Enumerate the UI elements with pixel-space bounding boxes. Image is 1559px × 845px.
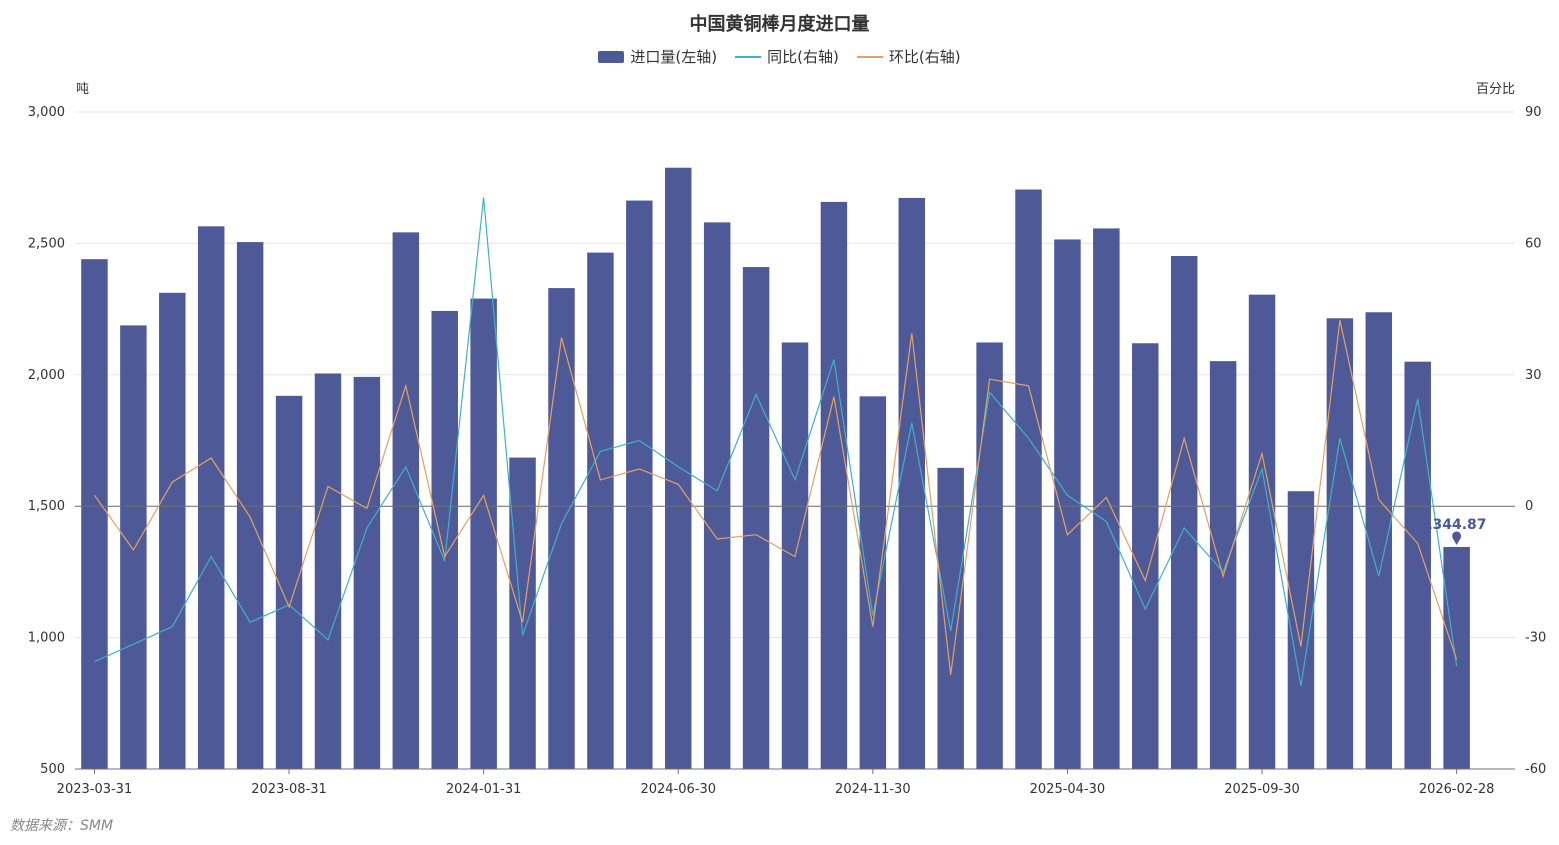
bar [197,226,225,769]
y-tick-label-right: -30 [1525,631,1546,646]
bar [859,396,887,769]
bar [81,259,108,769]
bar [1170,256,1198,769]
y-tick-label-left: 1,500 [28,499,65,514]
bar [509,457,536,769]
bar [665,167,692,769]
bar [470,298,497,769]
bar [275,395,303,769]
legend-item-yoy[interactable]: 同比(右轴) [735,46,839,67]
legend-item-imports[interactable]: 进口量(左轴) [598,46,717,67]
bar [898,197,925,769]
legend-label-yoy: 同比(右轴) [767,48,839,66]
x-tick-label: 2024-11-30 [835,782,911,797]
bar [314,373,342,769]
legend-label-mom: 环比(右轴) [888,48,961,66]
bar [1132,343,1159,769]
annotation-label: 1344.87 [1423,517,1487,533]
bar [626,200,653,769]
legend-label-imports: 进口量(左轴) [630,48,718,66]
x-tick-label: 2025-09-30 [1224,782,1300,797]
y-tick-label-left: 2,000 [28,368,65,383]
y-tick-label-right: 30 [1525,368,1542,383]
bar [1015,189,1042,769]
x-tick-label: 2026-02-28 [1419,782,1495,797]
x-tick-label: 2024-06-30 [640,782,716,797]
bar [703,222,731,770]
y-axis-left-label: 吨 [76,82,90,97]
bar [976,342,1003,769]
y-tick-label-left: 500 [40,762,65,777]
y-tick-label-left: 3,000 [28,105,65,120]
y-axis-right-label: 百分比 [1475,82,1515,97]
bar [159,292,186,769]
bar [353,376,381,769]
bar [120,325,147,769]
series-line-mom [94,319,1458,675]
bar [236,242,264,769]
bar [548,288,575,769]
x-tick-label: 2025-04-30 [1030,782,1106,797]
legend: 进口量(左轴) 同比(右轴) 环比(右轴) [0,46,1559,67]
source-note: 数据来源：SMM [10,818,114,834]
x-tick-label: 2023-08-31 [251,782,327,797]
legend-item-mom[interactable]: 环比(右轴) [856,46,961,67]
bar [742,267,770,769]
bar [1404,361,1431,769]
bar [1326,318,1354,769]
y-tick-label-right: 60 [1525,236,1542,251]
y-tick-label-right: 90 [1525,105,1542,120]
legend-swatch-yoy [735,55,762,58]
bar [1209,361,1237,769]
bar [587,252,614,769]
y-tick-label-right: 0 [1525,499,1533,514]
bar [1248,294,1276,769]
x-tick-label: 2023-03-31 [57,782,133,797]
legend-swatch-mom [856,55,883,58]
x-tick-label: 2024-01-31 [446,782,522,797]
y-tick-label-right: -60 [1525,762,1546,777]
y-tick-label-left: 1,000 [28,631,65,646]
bar [1054,239,1081,769]
legend-swatch-imports [598,50,625,63]
bar [392,232,420,769]
chart-title: 中国黄铜棒月度进口量 [689,14,870,35]
bar [820,201,848,770]
bar [1365,312,1393,769]
bar [937,467,964,769]
annotation-marker-tip [1452,537,1461,545]
y-tick-label-left: 2,500 [28,236,65,251]
